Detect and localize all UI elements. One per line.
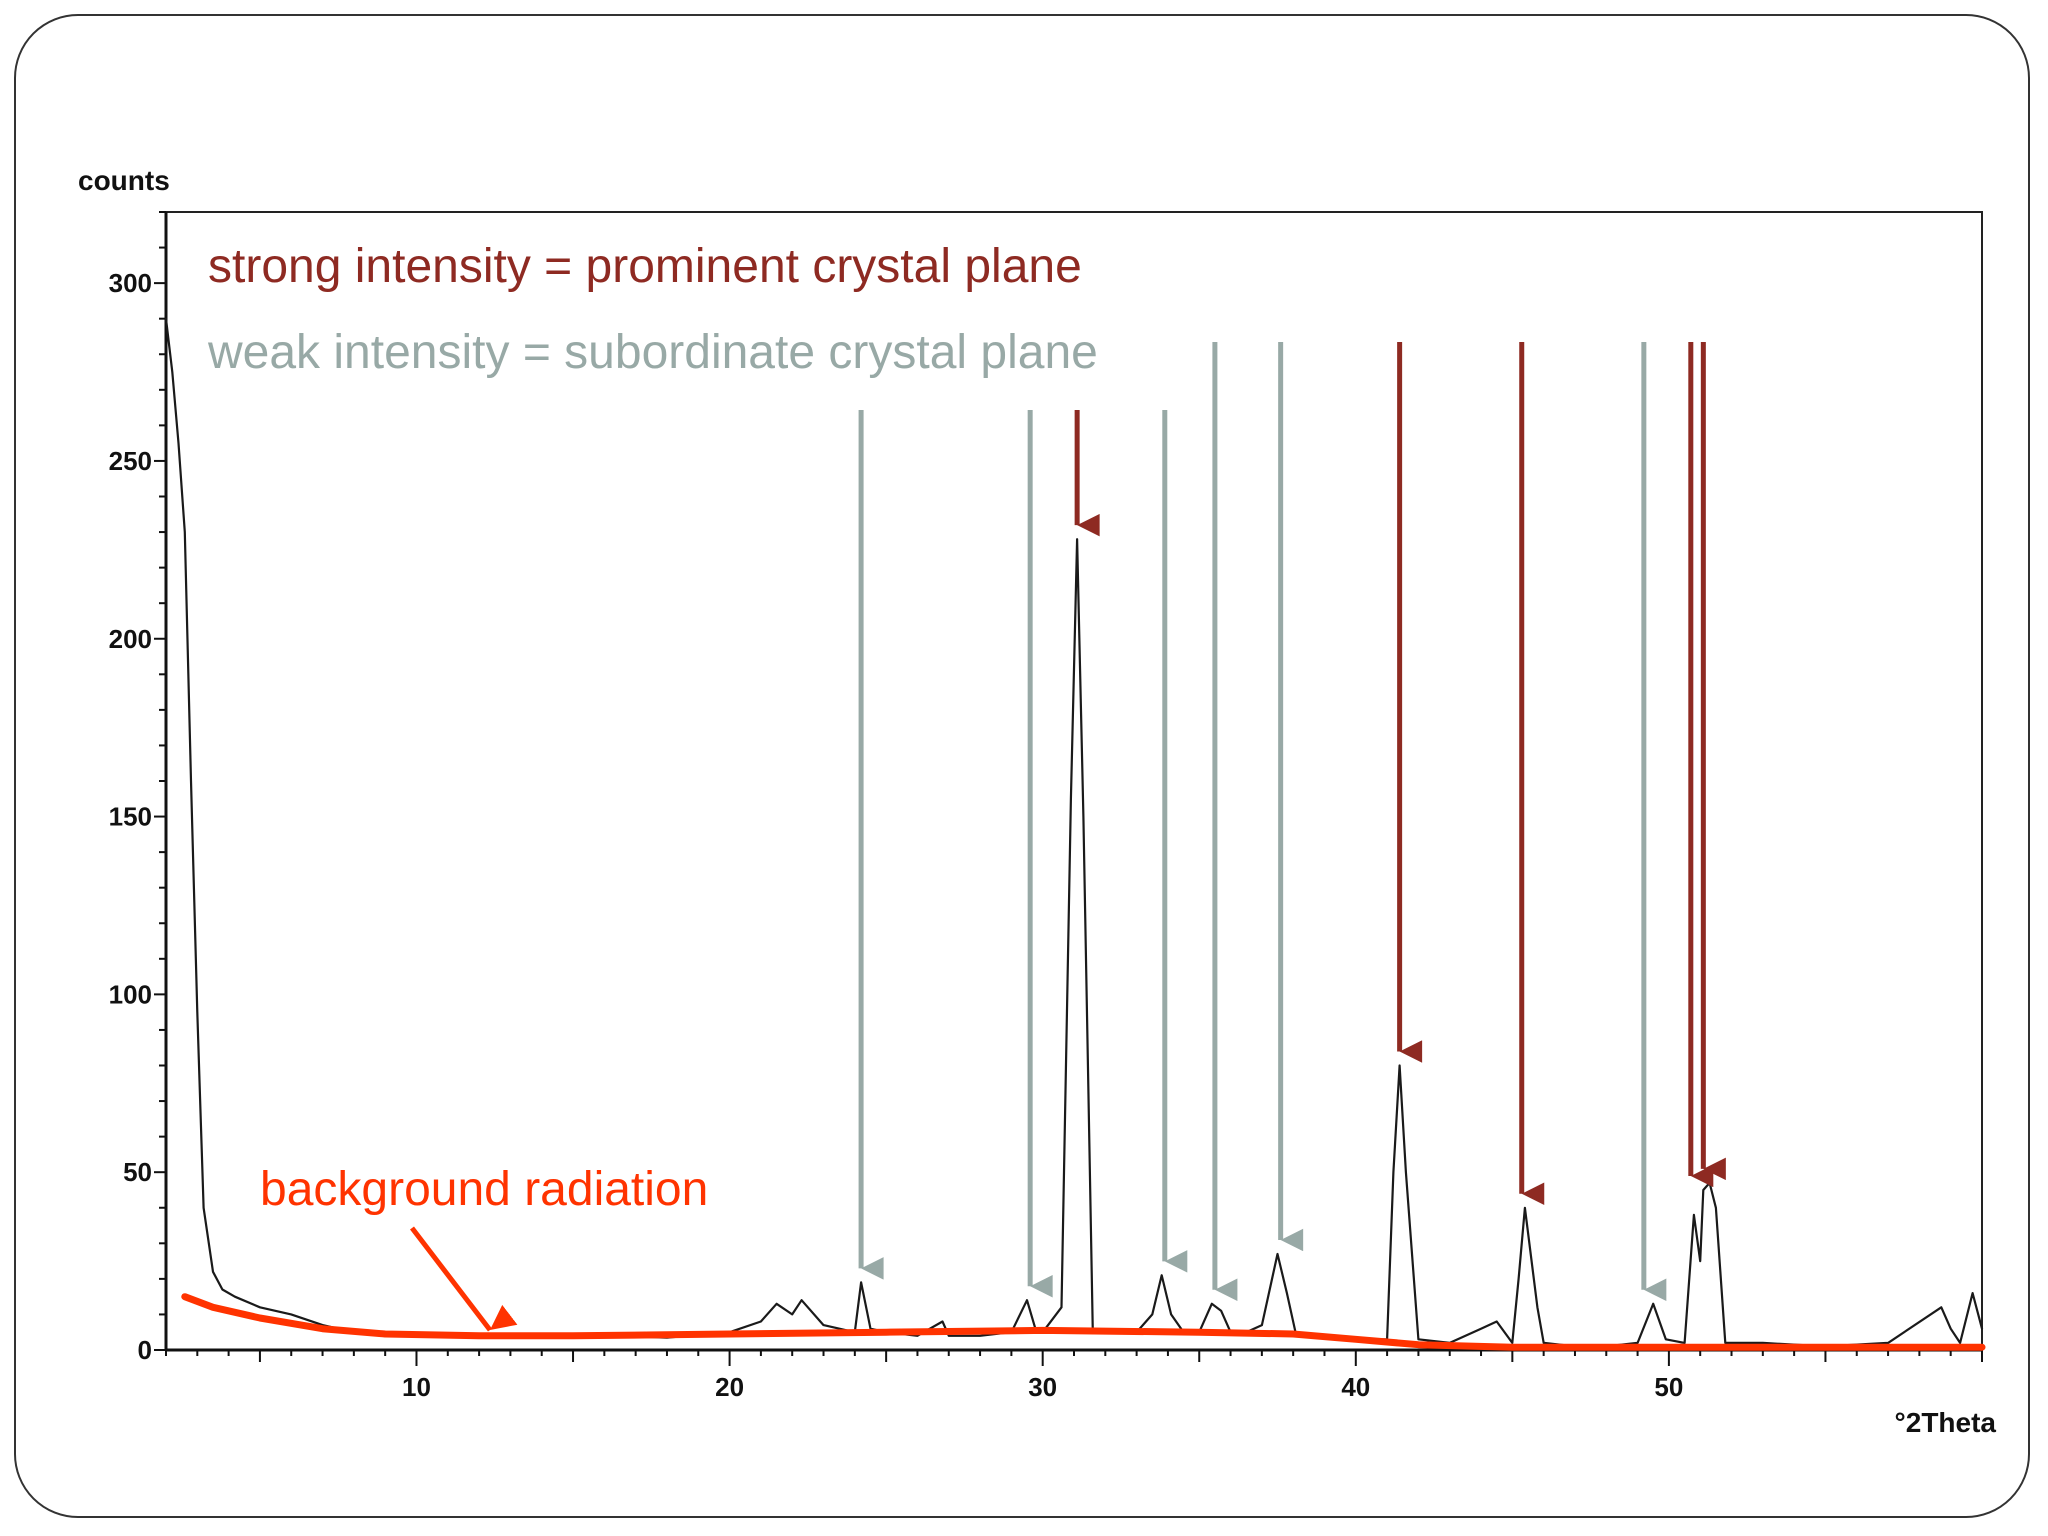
background-line: [181, 1293, 1986, 1351]
y-tick-label: 50: [123, 1157, 152, 1187]
y-axis-title: counts: [78, 165, 170, 196]
x-tick-label: 20: [715, 1372, 744, 1402]
x-tick-label: 50: [1654, 1372, 1683, 1402]
y-tick-label: 250: [109, 446, 152, 476]
background-radiation-pointer: [410, 1226, 518, 1332]
y-tick-label: 200: [109, 624, 152, 654]
x-tick-label: 40: [1341, 1372, 1370, 1402]
strong-intensity-note: strong intensity = prominent crystal pla…: [208, 240, 1082, 293]
slide-frame: [14, 14, 2030, 1518]
x-axis-title: °2Theta: [1895, 1407, 1997, 1438]
x-tick-label: 10: [402, 1372, 431, 1402]
arrow-group: [858, 342, 1726, 1302]
y-tick-label: 150: [109, 802, 152, 832]
x-tick-label: 30: [1028, 1372, 1057, 1402]
y-tick-label: 300: [109, 268, 152, 298]
series-group: [164, 317, 1986, 1351]
x-ticks: 10 20 30 40 50: [165, 1350, 1983, 1402]
background-radiation-note: background radiation: [260, 1163, 708, 1216]
weak-intensity-note: weak intensity = subordinate crystal pla…: [207, 326, 1098, 379]
y-ticks: 0 50 100 150 200 250 300: [109, 211, 166, 1365]
y-tick-label: 0: [138, 1335, 152, 1365]
y-tick-label: 100: [109, 979, 152, 1009]
